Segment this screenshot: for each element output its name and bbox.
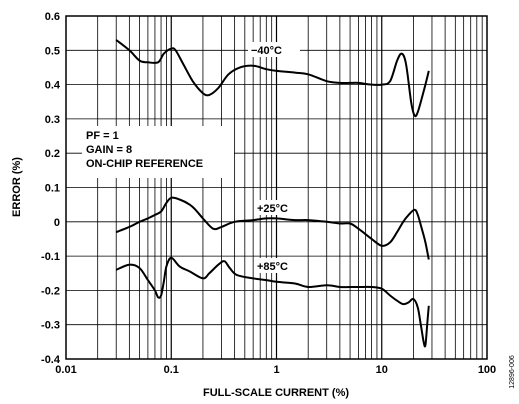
y-tick-label: -0.3 xyxy=(41,320,60,332)
condition-reference: ON-CHIP REFERENCE xyxy=(86,158,203,170)
y-tick-label: 0.1 xyxy=(45,183,60,195)
x-tick-label: 10 xyxy=(376,364,388,376)
condition-pf: PF = 1 xyxy=(86,130,119,142)
y-tick-label: -0.2 xyxy=(41,285,60,297)
x-axis-title: FULL-SCALE CURRENT (%) xyxy=(203,387,349,399)
x-tick-label: 1 xyxy=(273,364,279,376)
grid xyxy=(66,16,487,359)
y-tick-label: 0.6 xyxy=(45,11,60,23)
figure-id: 12896-006 xyxy=(509,355,516,389)
y-tick-label: 0.5 xyxy=(45,45,60,57)
series-label-minus40: −40°C xyxy=(251,45,282,57)
y-tick-label: -0.4 xyxy=(41,354,61,366)
condition-gain: GAIN = 8 xyxy=(86,144,132,156)
x-tick-label: 100 xyxy=(478,364,496,376)
y-axis-title: ERROR (%) xyxy=(11,157,23,217)
y-tick-label: 0.4 xyxy=(45,80,61,92)
y-tick-label: 0.3 xyxy=(45,114,60,126)
series-label-plus85: +85°C xyxy=(257,261,288,273)
x-tick-label: 0.1 xyxy=(164,364,179,376)
series-label-plus25: +25°C xyxy=(257,203,288,215)
y-tick-label: -0.1 xyxy=(41,251,60,263)
y-tick-label: 0.2 xyxy=(45,148,60,160)
y-tick-label: 0 xyxy=(54,217,60,229)
